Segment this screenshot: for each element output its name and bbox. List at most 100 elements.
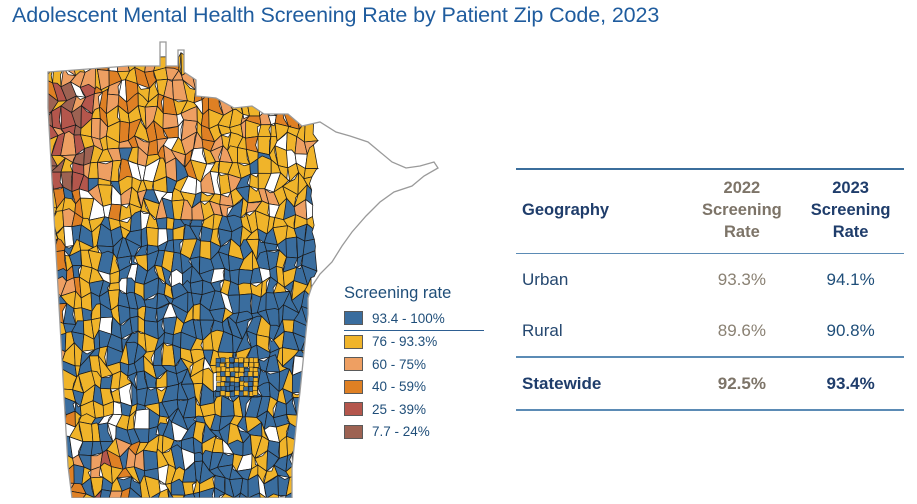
zip-area bbox=[50, 408, 67, 425]
zip-area bbox=[143, 306, 158, 323]
zip-area bbox=[221, 317, 234, 336]
zip-area bbox=[48, 251, 57, 273]
zip-area bbox=[36, 436, 48, 457]
zip-area bbox=[302, 421, 318, 444]
header-geography: Geography bbox=[522, 201, 610, 220]
zip-area bbox=[217, 493, 235, 498]
zip-area bbox=[126, 486, 143, 498]
zip-area bbox=[180, 51, 193, 77]
zip-area bbox=[147, 425, 161, 444]
zip-area bbox=[213, 486, 226, 498]
page-title: Adolescent Mental Health Screening Rate … bbox=[12, 3, 660, 27]
zip-area bbox=[227, 60, 241, 77]
zip-area bbox=[48, 335, 52, 351]
legend-item-2: 60 - 75% bbox=[344, 353, 484, 376]
zip-area bbox=[254, 200, 271, 218]
zip-area-metro bbox=[248, 362, 254, 368]
zip-area bbox=[237, 282, 253, 296]
zip-area bbox=[69, 81, 87, 98]
zip-area-metro bbox=[229, 357, 235, 363]
zip-area bbox=[304, 455, 317, 466]
row-2-rate-2023: 93.4% bbox=[826, 373, 875, 393]
zip-area bbox=[282, 53, 295, 72]
zip-area bbox=[48, 317, 52, 340]
zip-area-metro bbox=[220, 357, 226, 363]
table-total-rule bbox=[516, 356, 904, 359]
zip-area bbox=[265, 92, 281, 117]
zip-area bbox=[180, 119, 198, 142]
zip-area bbox=[166, 228, 174, 242]
zip-area bbox=[227, 65, 240, 88]
zip-area bbox=[33, 305, 42, 323]
zip-area bbox=[98, 316, 114, 335]
row-1-rate-2023: 90.8% bbox=[826, 320, 875, 340]
header-2022-line-2: Rate bbox=[723, 222, 760, 241]
zip-area bbox=[275, 92, 287, 117]
legend-label-2: 60 - 75% bbox=[372, 356, 427, 372]
zip-area bbox=[282, 185, 299, 208]
zip-area bbox=[97, 422, 114, 443]
zip-area bbox=[48, 287, 55, 305]
zip-area-metro bbox=[253, 357, 259, 363]
zip-area-metro bbox=[238, 357, 244, 363]
legend-item-1: 76 - 93.3% bbox=[344, 331, 484, 354]
zip-area bbox=[302, 238, 316, 256]
zip-area bbox=[48, 92, 49, 115]
zip-area bbox=[303, 168, 320, 180]
legend-label-1: 76 - 93.3% bbox=[372, 334, 438, 350]
zip-area bbox=[189, 219, 206, 227]
zip-area bbox=[182, 416, 197, 431]
table-row: Rural 89.6% 90.8% bbox=[516, 305, 904, 356]
zip-area bbox=[190, 147, 208, 165]
zip-area bbox=[155, 217, 168, 230]
zip-area bbox=[172, 239, 185, 254]
zip-area-metro bbox=[215, 386, 222, 392]
zip-area bbox=[54, 422, 66, 442]
zip-area bbox=[295, 88, 303, 104]
zip-area bbox=[303, 176, 313, 191]
zip-area bbox=[245, 84, 261, 98]
zip-area bbox=[162, 112, 179, 130]
zip-area bbox=[69, 436, 84, 460]
row-0-geography: Urban bbox=[522, 269, 569, 289]
zip-area bbox=[209, 160, 221, 173]
zip-area bbox=[291, 453, 309, 467]
zip-area bbox=[193, 382, 204, 406]
zip-area bbox=[180, 252, 193, 275]
legend-label-5: 7.7 - 24% bbox=[372, 424, 430, 440]
zip-area bbox=[39, 322, 46, 340]
zip-area bbox=[235, 173, 252, 190]
zip-area bbox=[90, 466, 104, 479]
map-legend: Screening rate 93.4 - 100% 76 - 93.3% 60… bbox=[344, 284, 484, 443]
zip-area bbox=[273, 172, 291, 194]
zip-area bbox=[48, 416, 50, 432]
zip-area bbox=[48, 245, 50, 254]
zip-area bbox=[301, 68, 320, 90]
zip-area bbox=[303, 440, 318, 457]
zip-area bbox=[48, 150, 49, 166]
zip-area bbox=[246, 66, 261, 86]
zip-area-metro bbox=[220, 376, 227, 382]
row-2-geography: Statewide bbox=[522, 373, 602, 393]
zip-area bbox=[48, 395, 52, 418]
zip-area bbox=[245, 135, 259, 153]
zip-area bbox=[110, 159, 122, 182]
zip-area bbox=[36, 74, 46, 83]
zip-area bbox=[91, 118, 101, 140]
legend-label-4: 25 - 39% bbox=[372, 401, 427, 417]
zip-area bbox=[199, 69, 210, 89]
zip-area bbox=[301, 413, 313, 425]
zip-area bbox=[209, 171, 222, 196]
zip-area bbox=[143, 449, 159, 472]
zip-area bbox=[192, 491, 200, 498]
zip-area-metro bbox=[234, 377, 240, 383]
zip-area bbox=[81, 466, 92, 486]
map-panel: Screening rate 93.4 - 100% 76 - 93.3% 60… bbox=[20, 36, 490, 498]
zip-area bbox=[48, 423, 50, 443]
zip-area bbox=[268, 144, 279, 167]
zip-area-metro bbox=[229, 376, 236, 383]
zip-area-metro bbox=[243, 390, 249, 396]
zip-area bbox=[265, 79, 281, 94]
zip-polygon-layer bbox=[33, 49, 320, 498]
zip-area bbox=[152, 341, 165, 367]
